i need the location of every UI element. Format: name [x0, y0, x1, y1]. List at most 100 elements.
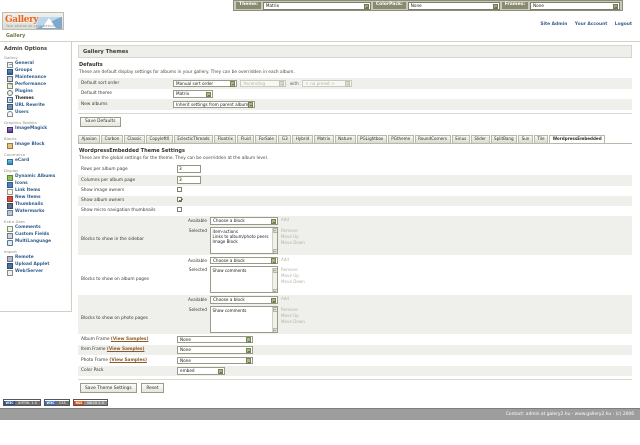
tab-g3[interactable]: G3 [278, 134, 292, 143]
chevron-down-icon[interactable] [492, 3, 498, 9]
chevron-down-icon[interactable] [270, 218, 276, 225]
sidebar-item-multilanguage[interactable]: MultiLanguage [3, 239, 69, 246]
blocks-sidebar-add-button[interactable]: Add [281, 217, 289, 223]
chevron-down-icon[interactable] [229, 81, 235, 87]
sidebar-item-thumbnails[interactable]: Thumbnails [3, 202, 69, 209]
blocks-photo-available-select[interactable]: Choose a block [210, 296, 278, 304]
tab-carbon[interactable]: Carbon [101, 134, 123, 143]
scroll-down-icon[interactable] [272, 288, 277, 293]
chevron-down-icon[interactable] [245, 337, 251, 343]
sidebar-item-imagemagick[interactable]: ImageMagick [3, 126, 69, 133]
blocks-sidebar-available-select[interactable]: Choose a block [210, 217, 278, 225]
sidebar-item-upload-applet[interactable]: Upload Applet [3, 262, 69, 269]
chevron-down-icon[interactable] [270, 258, 276, 264]
validation-badge[interactable]: RSS VALID 2.0 [72, 399, 109, 407]
rows-per-page-input[interactable]: 3 [177, 165, 201, 174]
item-frame-select[interactable]: None [177, 346, 253, 354]
scrollbar[interactable] [271, 307, 277, 332]
save-defaults-button[interactable]: Save Defaults [80, 116, 121, 127]
reset-button[interactable]: Reset [141, 383, 164, 394]
tab-pgtheme[interactable]: PGtheme [387, 134, 414, 143]
sidebar-item-image-block[interactable]: Image Block [3, 142, 69, 149]
tab-wordpressembedded[interactable]: WordpressEmbedded [549, 134, 606, 143]
sidebar-item-url-rewrite[interactable]: URL Rewrite [3, 103, 69, 110]
blocks-album-selected-listbox[interactable]: Show comments [210, 266, 278, 294]
scroll-up-icon[interactable] [272, 307, 277, 313]
chevron-down-icon[interactable] [245, 358, 251, 364]
sort-preset-select[interactable]: < no preset > [302, 79, 353, 87]
sidebar-item-link-items[interactable]: Link Items [3, 188, 69, 195]
new-albums-select[interactable]: Inherit settings from parent album [173, 100, 255, 108]
tab-ajaxian[interactable]: Ajaxian [78, 134, 101, 143]
chevron-down-icon[interactable] [245, 347, 251, 354]
photo-frame-select[interactable]: None [177, 356, 253, 365]
tab-forsale[interactable]: ForSale [255, 134, 278, 143]
tab-roundcorners[interactable]: RoundCorners [414, 134, 451, 143]
tab-slider[interactable]: Slider [470, 134, 490, 143]
logout-link[interactable]: Logout [614, 22, 632, 27]
tab-copyleftx[interactable]: CopyleftX [146, 134, 173, 143]
tab-matrix[interactable]: Matrix [313, 134, 334, 143]
sidebar-item-general[interactable]: General [3, 61, 69, 68]
list-item[interactable]: Show comments [212, 307, 247, 313]
tab-pglightbox[interactable]: PGLightbox [356, 134, 387, 143]
show-album-owners-checkbox[interactable] [177, 197, 182, 203]
tab-nature[interactable]: Nature [334, 134, 356, 143]
cols-per-page-input[interactable]: 3 [177, 176, 201, 185]
chevron-down-icon[interactable] [344, 81, 351, 87]
chevron-down-icon[interactable] [270, 297, 276, 304]
scroll-down-icon[interactable] [272, 328, 277, 332]
scrollbar[interactable] [271, 267, 277, 293]
color-pack-select[interactable]: embed [177, 367, 225, 375]
album-frame-view-samples-link[interactable]: (View Samples) [110, 336, 149, 342]
tab-sirius[interactable]: Sirius [451, 134, 470, 143]
list-item[interactable]: Image Block [212, 239, 238, 244]
blocks-album-move-down-button[interactable]: Move Down [281, 279, 305, 285]
tab-fluid[interactable]: Fluid [237, 134, 255, 143]
sidebar-item-groups[interactable]: Groups [3, 68, 69, 75]
gallery-logo[interactable]: Gallery Your photos on your website [2, 12, 64, 30]
sidebar-item-ecard[interactable]: eCard [3, 158, 69, 165]
your-account-link[interactable]: Your Account [574, 22, 608, 27]
tab-hybrid[interactable]: Hybrid [292, 134, 313, 143]
sidebar-item-dynamic-albums[interactable]: Dynamic Albums [3, 174, 69, 181]
photo-frame-view-samples-link[interactable]: (View Samples) [109, 357, 147, 363]
list-item[interactable]: Links to album/photo peers [212, 233, 269, 239]
scroll-up-icon[interactable] [272, 267, 277, 273]
chevron-down-icon[interactable] [278, 81, 285, 87]
sidebar-item-web-server[interactable]: Web/Server [3, 269, 69, 276]
sidebar-item-new-items[interactable]: New Items [3, 195, 69, 202]
blocks-photo-selected-listbox[interactable]: Show comments [210, 305, 278, 333]
blocks-sidebar-selected-listbox[interactable]: item-actions Links to album/photo peers … [210, 226, 278, 254]
show-image-owners-checkbox[interactable] [177, 187, 182, 193]
sort-order-select[interactable]: Manual sort order [173, 79, 237, 87]
album-frame-select[interactable]: None [177, 335, 253, 344]
frames-select[interactable]: None [530, 1, 621, 10]
theme-select[interactable]: Matrix [262, 1, 371, 10]
tab-classic[interactable]: Classic [123, 134, 146, 143]
default-theme-select[interactable]: Matrix [173, 90, 213, 98]
tab-sun[interactable]: Sun [518, 134, 533, 143]
sidebar-item-watermarks[interactable]: Watermarks [3, 209, 69, 216]
scrollbar[interactable] [271, 228, 277, 253]
show-micro-nav-checkbox[interactable] [177, 207, 182, 213]
validation-badge[interactable]: W3C XHTML 1.0 [3, 399, 42, 407]
blocks-album-move-up-button[interactable]: Move Up [281, 273, 299, 279]
sidebar-item-performance[interactable]: Performance [3, 82, 69, 89]
tab-splitbang[interactable]: SplitBang [490, 134, 518, 143]
save-theme-settings-button[interactable]: Save Theme Settings [80, 383, 137, 394]
blocks-photo-remove-button[interactable]: Remove [281, 306, 298, 312]
tab-tile[interactable]: Tile [533, 134, 549, 143]
item-frame-view-samples-link[interactable]: (View Samples) [106, 347, 145, 353]
sidebar-item-custom-fields[interactable]: Custom Fields [3, 232, 69, 239]
scroll-up-icon[interactable] [272, 228, 277, 234]
blocks-sidebar-move-down-button[interactable]: Move Down [281, 239, 305, 245]
chevron-down-icon[interactable] [613, 3, 619, 9]
chevron-down-icon[interactable] [247, 102, 253, 108]
blocks-photo-move-up-button[interactable]: Move Up [281, 312, 299, 318]
sidebar-item-plugins[interactable]: Plugins [3, 89, 69, 96]
list-item[interactable]: item-actions [212, 228, 238, 234]
breadcrumb-item-gallery[interactable]: Gallery [6, 34, 26, 39]
sidebar-item-remote[interactable]: Remote [3, 255, 69, 262]
blocks-album-add-button[interactable]: Add [281, 256, 289, 262]
